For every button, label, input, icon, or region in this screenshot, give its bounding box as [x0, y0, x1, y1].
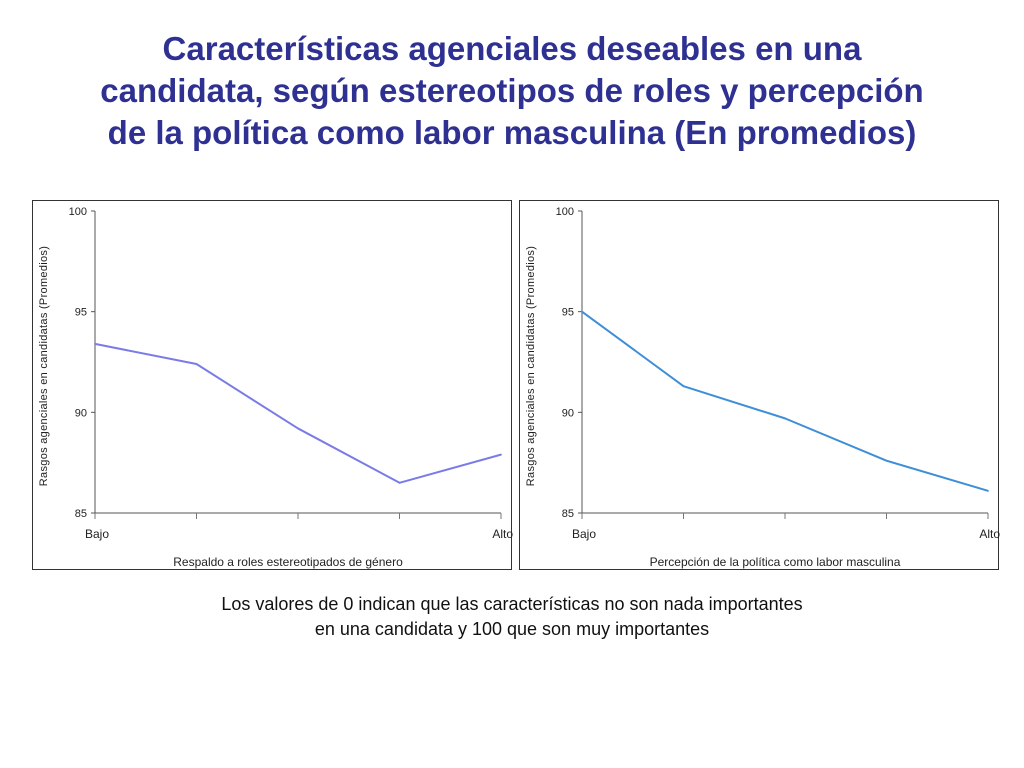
left-data-point	[297, 427, 299, 430]
right-series-line	[581, 310, 989, 492]
right-x-tick-label: Bajo	[572, 527, 596, 541]
left-x-axis-label: Respaldo a roles estereotipados de géner…	[173, 555, 403, 569]
left-series-line	[94, 342, 502, 484]
right-y-tick-label: 90	[562, 407, 574, 419]
right-data-point	[987, 489, 989, 492]
left-y-tick-label: 100	[69, 206, 87, 218]
chart-gender-roles-plot: 85 90 95 100 Bajo Alto Respaldo a roles estere…	[38, 206, 513, 569]
right-y-axis-label: Rasgos agenciales en candidatas (Promedi…	[525, 246, 537, 486]
title-line-1: Características agenciales deseables en …	[162, 30, 862, 67]
slide-title: Características agenciales deseables en …	[40, 28, 984, 154]
chart-politics-masculine-plot: 85 90 95 100 Bajo Alto Percepción de la políti…	[525, 206, 1000, 569]
right-x-tick-label: Alto	[979, 527, 1000, 541]
chart-gender-roles: 85 90 95 100 Bajo Alto Respaldo a roles estere…	[32, 200, 513, 570]
left-data-point	[500, 453, 502, 456]
title-line-3: de la política como labor masculina (En …	[107, 114, 917, 151]
footnote: Los valores de 0 indican que las caracte…	[150, 592, 874, 642]
chart-politics-masculine: 85 90 95 100 Bajo Alto Percepción de la políti…	[519, 200, 1000, 570]
right-data-point	[581, 310, 583, 313]
left-data-point	[94, 342, 96, 345]
left-y-tick-label: 95	[75, 307, 87, 319]
left-y-tick-label: 85	[75, 508, 87, 520]
right-data-point	[784, 417, 786, 420]
left-x-tick-label: Alto	[492, 527, 513, 541]
footnote-line-1: Los valores de 0 indican que las caracte…	[221, 594, 803, 614]
right-data-point	[885, 459, 888, 462]
title-line-2: candidata, según estereotipos de roles y…	[100, 72, 924, 109]
left-data-point	[398, 481, 401, 484]
left-data-point	[195, 363, 198, 365]
left-y-axis-label: Rasgos agenciales en candidatas (Promedi…	[38, 246, 50, 486]
left-x-tick-label: Bajo	[85, 527, 109, 541]
right-y-tick-label: 100	[556, 206, 574, 218]
right-y-tick-label: 95	[562, 307, 574, 319]
right-x-axis-label: Percepción de la política como labor mas…	[650, 555, 901, 569]
right-data-point	[682, 385, 685, 388]
footnote-line-2: en una candidata y 100 que son muy impor…	[314, 619, 710, 639]
left-y-tick-label: 90	[75, 407, 87, 419]
right-y-tick-label: 85	[562, 508, 574, 520]
